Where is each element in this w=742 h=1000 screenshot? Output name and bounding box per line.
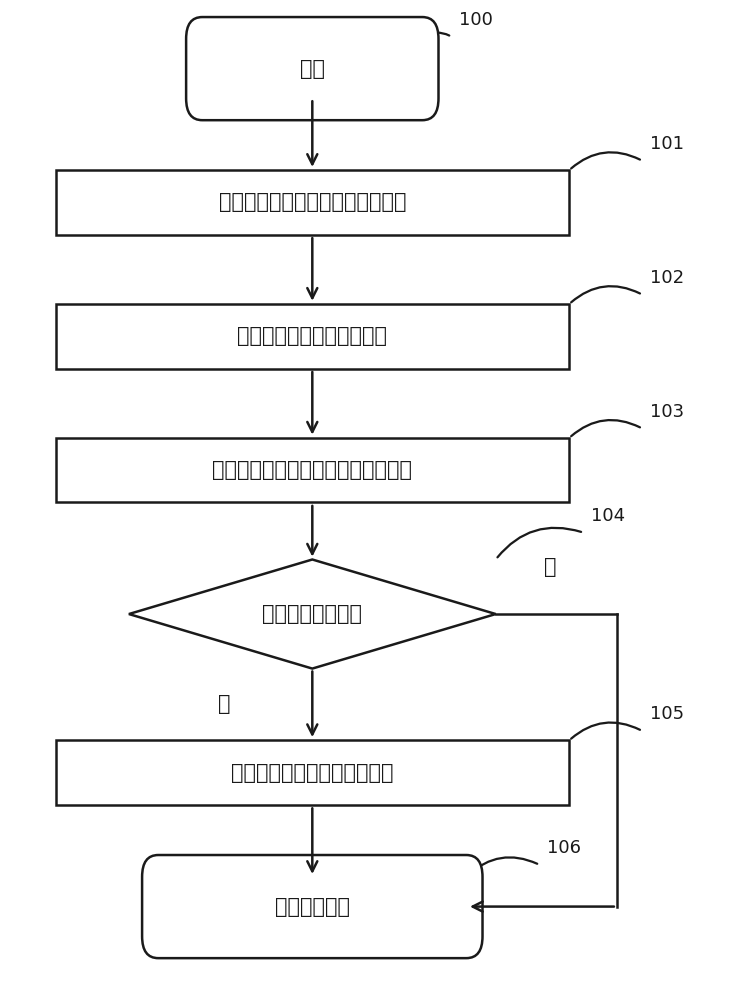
Text: 是否含有数值信息: 是否含有数值信息 [263,604,362,624]
Bar [56,304,569,369]
Text: 否: 否 [545,557,557,577]
Text: 100: 100 [459,11,493,29]
Text: 对源文档和被测文档进行句子划分: 对源文档和被测文档进行句子划分 [219,192,406,212]
Text: 对相似句子进行数值相符比较: 对相似句子进行数值相符比较 [231,763,393,783]
Text: 103: 103 [650,403,684,421]
Text: 选取出文字相似较高的源句和被测句: 选取出文字相似较高的源句和被测句 [212,460,413,480]
FancyBboxPatch shape [142,855,482,958]
Text: 101: 101 [650,135,684,153]
Text: 105: 105 [650,705,684,723]
Text: 进行句子的文字相似度计算: 进行句子的文字相似度计算 [237,326,387,346]
Bar [56,170,569,235]
Text: 104: 104 [591,507,626,525]
Bar [56,740,569,805]
Text: 106: 106 [547,839,581,857]
Text: 开始: 开始 [300,59,325,79]
FancyBboxPatch shape [186,17,439,120]
Text: 显示相似结果: 显示相似结果 [275,897,349,917]
Bar [56,438,569,502]
Text: 是: 是 [218,694,231,714]
Polygon shape [129,560,496,669]
Text: 102: 102 [650,269,684,287]
